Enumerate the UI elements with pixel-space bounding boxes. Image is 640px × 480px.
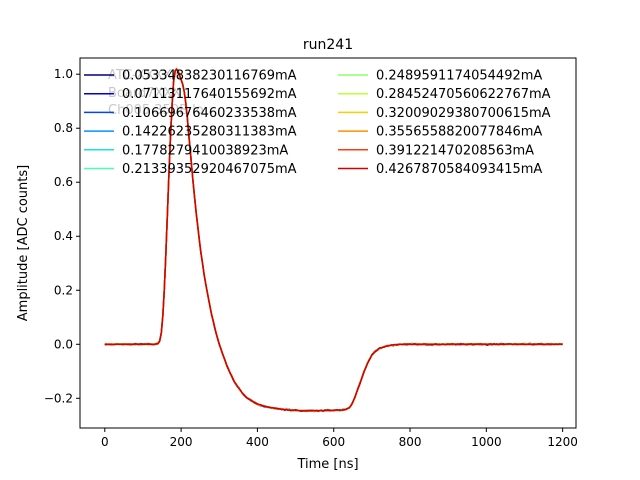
legend-entry: 0.05334838230116769mA: [122, 69, 297, 84]
legend-entry: 0.1778279410038923mA: [122, 143, 288, 158]
legend-entry: 0.32009029380700615mA: [376, 106, 551, 121]
x-tick-label: 1000: [471, 435, 502, 449]
y-tick-label: 0.0: [54, 337, 73, 351]
legend-entry: 0.21339352920467075mA: [122, 162, 297, 177]
annotation-group: ATC-XXXXX Board7XXX Ch005 350B lo: [108, 68, 204, 118]
y-tick-label: 0.2: [54, 283, 73, 297]
series-line: [104, 68, 563, 412]
y-axis-ticks: −0.2 0.0 0.2 0.4 0.6 0.8 1.0: [44, 67, 80, 405]
x-tick-label: 0: [101, 435, 109, 449]
y-tick-label: 1.0: [54, 67, 73, 81]
legend: 0.05334838230116769mA 0.07113117640155692…: [84, 69, 551, 177]
x-tick-label: 1200: [547, 435, 578, 449]
annotation-line: Board7XXX: [108, 86, 181, 101]
x-tick-label: 200: [170, 435, 193, 449]
annotation-line: Ch005 350B lo: [108, 103, 204, 118]
x-tick-label: 600: [322, 435, 345, 449]
legend-entry: 0.10669676460233538mA: [122, 106, 297, 121]
legend-entry: 0.14226235280311383mA: [122, 125, 297, 140]
y-tick-label: −0.2: [44, 391, 73, 405]
legend-entry: 0.4267870584093415mA: [376, 162, 542, 177]
chart-title: run241: [303, 37, 353, 53]
legend-entry: 0.3556558820077846mA: [376, 125, 542, 140]
series-group: [104, 67, 563, 413]
x-axis-label: Time [ns]: [296, 457, 358, 472]
y-axis-label: Amplitude [ADC counts]: [16, 165, 31, 321]
legend-entry: 0.07113117640155692mA: [122, 87, 297, 102]
x-tick-label: 400: [246, 435, 269, 449]
legend-entry: 0.391221470208563mA: [376, 143, 534, 158]
legend-entry: 0.28452470560622767mA: [376, 87, 551, 102]
y-tick-label: 0.8: [54, 121, 73, 135]
y-tick-label: 0.6: [54, 175, 73, 189]
plot-frame: [79, 57, 577, 429]
y-tick-label: 0.4: [54, 229, 73, 243]
legend-entry: 0.2489591174054492mA: [376, 69, 542, 84]
annotation-line: ATC-XXXXX: [108, 68, 181, 83]
x-tick-label: 800: [399, 435, 422, 449]
x-axis-ticks: 0 200 400 600 800 1000 1200: [101, 428, 578, 449]
